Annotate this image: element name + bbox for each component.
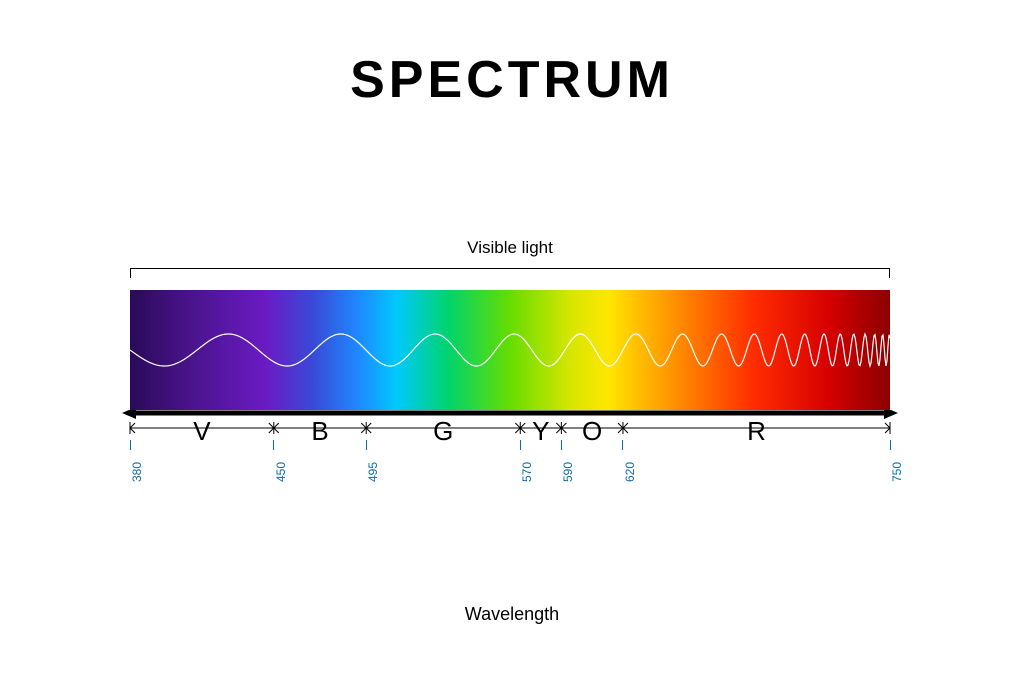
band-letter-y: Y — [532, 416, 549, 447]
band-letter-v: V — [193, 416, 210, 447]
top-bracket-tick-right — [889, 268, 890, 278]
tick-450: 450 — [264, 440, 284, 488]
spectrum-stage: Visible light ULTRAVIOLET INFRARED 380 45… — [130, 260, 890, 492]
tick-label: 750 — [890, 462, 904, 482]
top-bracket-line — [130, 268, 890, 269]
band-letter-r: R — [747, 416, 766, 447]
page-title: SPECTRUM — [0, 50, 1024, 110]
axis-arrows — [122, 410, 898, 444]
tick-label: 570 — [520, 462, 534, 482]
tick-label: 620 — [623, 462, 637, 482]
band-letter-o: O — [582, 416, 602, 447]
tick-label: 380 — [130, 462, 144, 482]
wave-overlay — [130, 290, 890, 410]
tick-line — [890, 440, 891, 450]
tick-380: 380 — [120, 440, 140, 488]
tick-line — [366, 440, 367, 450]
tick-750: 750 — [880, 440, 900, 488]
tick-620: 620 — [613, 440, 633, 488]
band-letter-b: B — [311, 416, 328, 447]
top-bracket-label: Visible light — [130, 238, 890, 258]
top-bracket: Visible light — [130, 260, 890, 290]
wavelength-axis: 380450495570590620750VBGYOR — [130, 410, 890, 492]
bottom-axis-label: Wavelength — [0, 604, 1024, 625]
spectrum-band-wrap: ULTRAVIOLET INFRARED — [130, 290, 890, 410]
band-letter-g: G — [433, 416, 453, 447]
spectrum-band — [130, 290, 890, 410]
tick-line — [520, 440, 521, 450]
tick-line — [130, 440, 131, 450]
tick-495: 495 — [356, 440, 376, 488]
tick-570: 570 — [510, 440, 530, 488]
tick-label: 450 — [274, 462, 288, 482]
top-bracket-tick-left — [130, 268, 131, 278]
tick-line — [273, 440, 274, 450]
tick-line — [622, 440, 623, 450]
tick-590: 590 — [551, 440, 571, 488]
tick-label: 590 — [561, 462, 575, 482]
tick-label: 495 — [366, 462, 380, 482]
tick-line — [561, 440, 562, 450]
